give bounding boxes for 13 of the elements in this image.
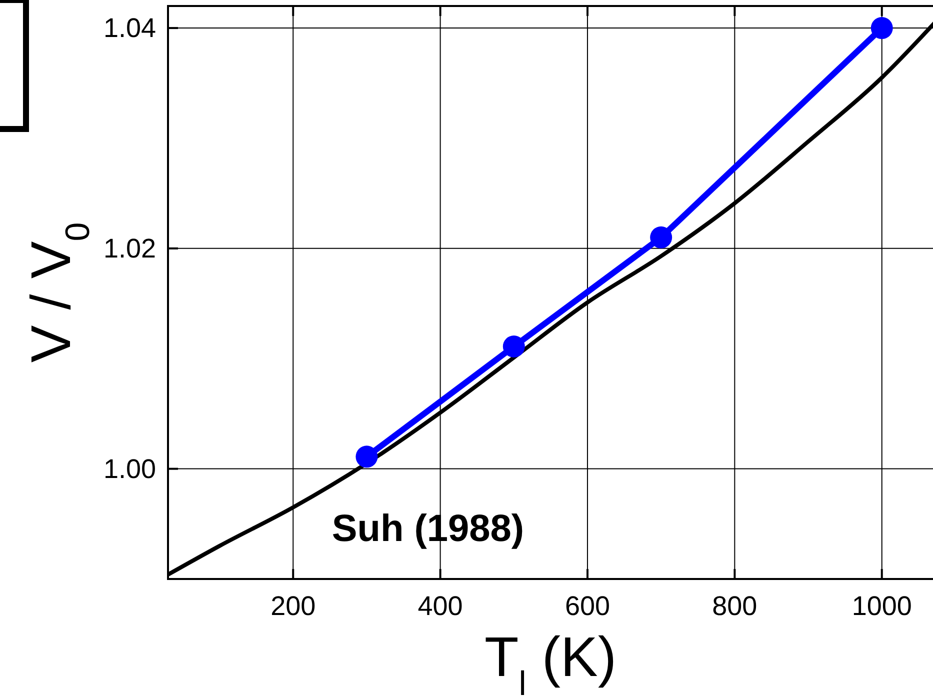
x-tick-label: 200	[270, 591, 316, 621]
y-tick-label: 1.04	[103, 13, 156, 44]
y-tick-label: 1.02	[103, 233, 156, 264]
x-tick-label: 400	[418, 591, 463, 621]
point	[650, 226, 672, 248]
point	[502, 335, 525, 358]
x-tick-label: 600	[564, 591, 610, 621]
point	[870, 17, 893, 40]
x-tick-label: 800	[712, 591, 758, 621]
x-axis-title: T$_{l}$ (K)	[484, 625, 616, 700]
y-tick-label: 1.00	[103, 454, 156, 484]
point	[356, 446, 378, 468]
x-tick-label: 1000	[852, 591, 912, 621]
